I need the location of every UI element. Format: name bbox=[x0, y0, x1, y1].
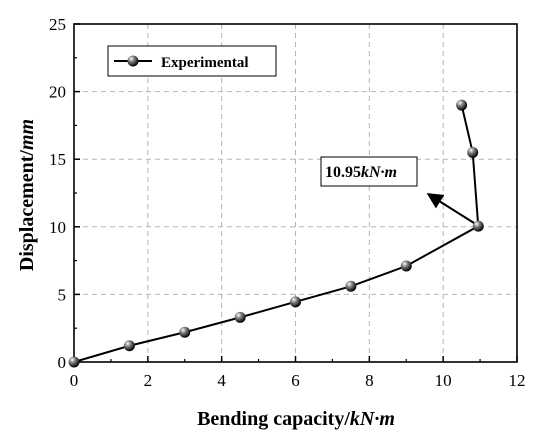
x-tick-label: 10 bbox=[435, 371, 452, 390]
x-tick-label: 6 bbox=[291, 371, 300, 390]
x-tick-label: 8 bbox=[365, 371, 374, 390]
x-axis-title: Bending capacity/kN·m bbox=[197, 408, 395, 430]
legend-marker bbox=[127, 55, 139, 67]
x-tick-label: 4 bbox=[217, 371, 226, 390]
grid-lines bbox=[74, 24, 517, 362]
series-line bbox=[73, 104, 480, 363]
x-tick-label: 2 bbox=[144, 371, 153, 390]
x-axis-title-unit: kN·m bbox=[350, 408, 395, 430]
axis-ticks: 0 2 4 6 8 10 12 0 5 10 15 20 25 bbox=[49, 15, 526, 390]
x-tick-label: 12 bbox=[509, 371, 526, 390]
annotation-value: 10.95 bbox=[325, 164, 361, 181]
annotation-peak: 10.95kN·m bbox=[320, 156, 475, 224]
series-experimental bbox=[68, 99, 484, 368]
y-tick-label: 10 bbox=[49, 218, 66, 237]
data-point bbox=[68, 356, 80, 368]
data-point bbox=[456, 99, 468, 111]
legend-label: Experimental bbox=[161, 55, 249, 71]
annotation-unit: kN·m bbox=[361, 164, 397, 181]
data-point bbox=[345, 280, 357, 292]
x-axis-title-text: Bending capacity/ bbox=[197, 408, 350, 430]
y-axis-title-text: Displacement/ bbox=[16, 150, 38, 272]
annotation-box bbox=[320, 156, 418, 187]
y-axis-title: Displacement/mm bbox=[16, 119, 38, 271]
data-point bbox=[234, 311, 246, 323]
annotation-label: 10.95kN·m bbox=[325, 164, 397, 181]
y-tick-label: 5 bbox=[58, 285, 67, 304]
data-point bbox=[467, 146, 479, 158]
y-tick-label: 25 bbox=[49, 15, 66, 34]
data-point bbox=[472, 220, 484, 232]
y-tick-label: 15 bbox=[49, 150, 66, 169]
data-point bbox=[179, 326, 191, 338]
legend: Experimental bbox=[107, 45, 277, 77]
y-tick-label: 20 bbox=[49, 83, 66, 102]
x-tick-label: 0 bbox=[70, 371, 79, 390]
data-point bbox=[400, 260, 412, 272]
y-tick-label: 0 bbox=[58, 353, 67, 372]
data-point bbox=[290, 296, 301, 308]
data-point bbox=[123, 340, 135, 352]
y-axis-title-unit: mm bbox=[16, 119, 38, 150]
annotation-arrow bbox=[426, 193, 475, 224]
